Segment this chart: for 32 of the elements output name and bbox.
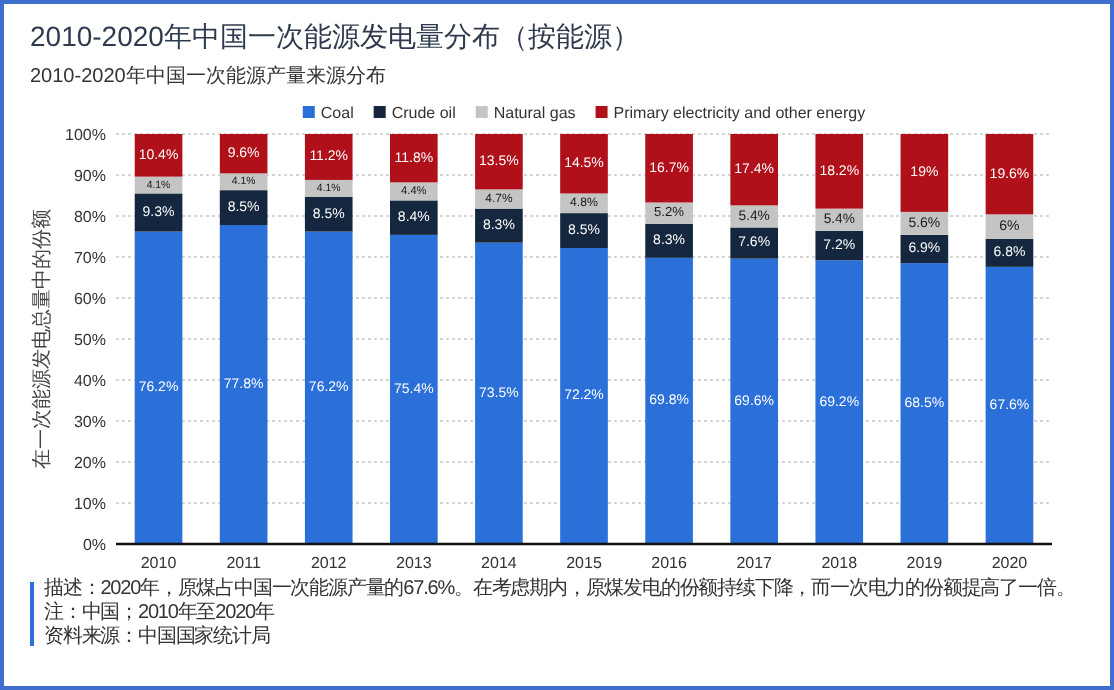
y-tick-label: 70%	[73, 249, 106, 267]
y-tick-label: 0%	[82, 536, 106, 554]
y-tick-label: 20%	[73, 454, 106, 472]
x-tick-label: 2010	[140, 554, 177, 572]
y-tick-label: 100%	[65, 126, 106, 144]
x-tick-label: 2018	[821, 554, 858, 572]
y-tick-label: 60%	[73, 290, 106, 308]
y-tick-label: 10%	[73, 495, 106, 513]
subtitle: 2010-2020年中国一次能源产量来源分布	[30, 66, 386, 88]
annotation: 注：中国；2010年至2020年	[44, 602, 276, 625]
annotation: 资料来源：中国国家统计局	[44, 626, 272, 650]
legend-label: Crude oil	[391, 104, 456, 122]
legend-label: Primary electricity and other energy	[613, 104, 866, 122]
y-tick-label: 50%	[73, 331, 106, 349]
x-tick-label: 2017	[736, 554, 772, 572]
y-tick-label: 40%	[73, 372, 106, 390]
y-axis-title: 在一次能源发电总量中的份额	[32, 209, 54, 469]
legend-label: Coal	[320, 104, 354, 122]
annotation: 描述：2020年，原煤占中国一次能源产量的67.6%。在考虑期内，原煤发电的份额持续下降，而一次电力的份额提高了一倍。	[44, 578, 1077, 601]
x-tick-label: 2019	[906, 554, 943, 572]
y-tick-label: 90%	[73, 167, 106, 185]
title: 2010-2020年中国一次能源发电量分布（按能源）	[30, 20, 640, 52]
x-tick-label: 2013	[396, 554, 432, 572]
y-tick-label: 30%	[73, 413, 106, 431]
x-tick-label: 2016	[651, 554, 687, 572]
x-tick-label: 2011	[226, 554, 261, 572]
x-tick-label: 2020	[991, 554, 1028, 572]
y-tick-label: 80%	[73, 208, 106, 226]
x-tick-label: 2014	[481, 554, 517, 572]
x-tick-label: 2012	[310, 554, 347, 572]
legend-label: Natural gas	[493, 104, 576, 122]
x-tick-label: 2015	[566, 554, 602, 572]
